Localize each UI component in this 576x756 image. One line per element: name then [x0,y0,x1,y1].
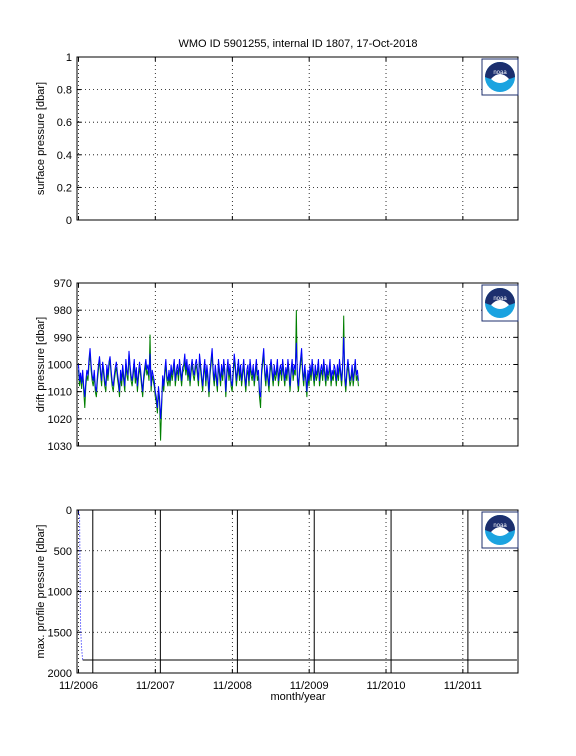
figure-title: WMO ID 5901255, internal ID 1807, 17-Oct… [178,38,417,50]
y-tick-label: 970 [54,278,72,290]
y-tick-label: 0.2 [57,182,72,194]
drift-pressure-panel: 970 980 990 1000 1010 1020 1030 drift pressure … [35,278,519,453]
x-tick-label: 11/2008 [213,680,252,692]
y-tick-label: 990 [54,332,72,344]
logo-bird [491,74,509,83]
surface-pressure-panel: 0 0.2 0.4 0.6 0.8 1 surface pressure [dbar] noa… [35,52,519,227]
logo-bird [491,300,509,309]
y-tick-label: 0.6 [57,117,72,129]
logo-sky [485,62,515,80]
y-tick-label: 1010 [48,387,72,399]
plot-frame [76,56,519,221]
y-tick-label: 1000 [48,360,72,372]
y-tick-label: 1000 [48,587,72,599]
y-tick-label: 1020 [48,414,72,426]
noaa-logo: noaa [481,511,519,549]
y-tick-label: 0.8 [57,85,72,97]
noaa-logo: noaa [481,284,519,322]
logo-text: noaa [493,70,507,76]
x-tick-label: 11/2009 [290,680,329,692]
y-tick-label: 500 [54,546,72,558]
noaa-logo: noaa [481,58,519,96]
y-tick-label: 2000 [48,668,72,680]
y-tick-label: 0 [66,505,72,517]
y-tick-label: 0 [66,215,72,227]
logo-text: noaa [493,523,507,529]
x-tick-label: 11/2006 [59,680,98,692]
x-tick-label: 11/2010 [367,680,406,692]
y-tick-label: 980 [54,305,72,317]
y-tick-label: 1 [66,52,72,64]
y-axis-label: surface pressure [dbar] [35,82,47,195]
x-tick-label: 11/2007 [136,680,175,692]
logo-text: noaa [493,296,507,302]
y-tick-label: 1500 [48,627,72,639]
y-axis-label: max. profile pressure [dbar] [35,525,47,659]
y-tick-label: 0.4 [57,150,72,162]
logo-sky [485,515,515,533]
y-tick-label: 1030 [48,441,72,453]
x-tick-label: 11/2011 [444,680,482,692]
logo-bird [491,527,509,536]
y-axis-label: drift pressure [dbar] [35,317,47,412]
max-profile-pressure-panel: 11/2006 11/2007 11/2008 11/2009 11/2010 11/20… [35,505,519,692]
series-line [77,337,359,419]
x-axis-label: month/year [270,691,325,703]
logo-sky [485,288,515,306]
